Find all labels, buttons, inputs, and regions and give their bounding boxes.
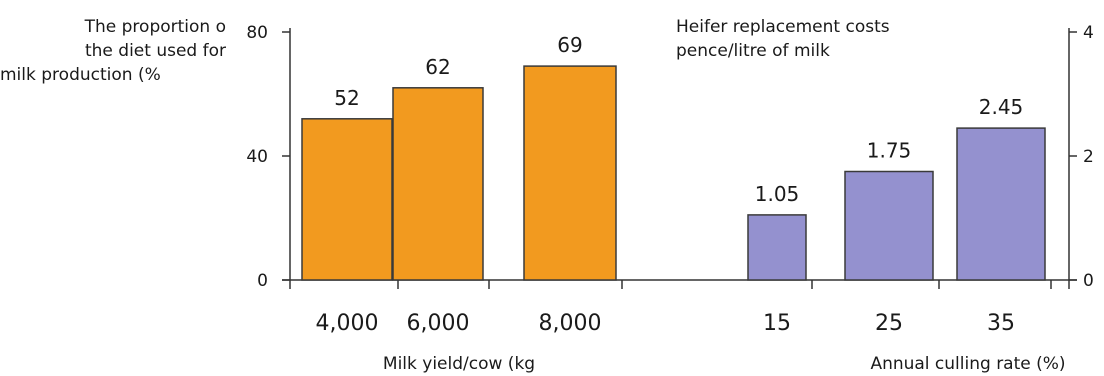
y-tick-label-2-1: 2: [1083, 147, 1094, 167]
x-axis-label-2: Annual culling rate (%): [870, 354, 1065, 374]
data-label-1-1: 52: [334, 86, 359, 110]
data-label-2-2: 1.75: [867, 139, 912, 163]
y-tick-label-1-0: 0: [257, 271, 268, 291]
y-tick-label-1-1: 40: [246, 147, 268, 167]
bar-2-2: [844, 170, 934, 281]
x-tick-label-1-1: 4,000: [316, 311, 379, 336]
data-label-1-2: 62: [425, 55, 450, 79]
y-tick-label-1-2: 80: [246, 23, 268, 43]
x-tick-label-2-2: 25: [875, 311, 903, 336]
x-tick-label-2-3: 35: [987, 311, 1015, 336]
x-tick-label-1-3: 8,000: [539, 311, 602, 336]
x-axis-label-1: Milk yield/cow (kg: [383, 354, 535, 374]
data-label-1-3: 69: [557, 33, 582, 57]
data-label-2-1: 1.05: [755, 182, 800, 206]
bar-1-2: [392, 87, 484, 281]
left-axis-label-line-3: milk production (%: [0, 65, 161, 85]
x-tick-label-2-1: 15: [763, 311, 791, 336]
y-tick-label-2-2: 4: [1083, 23, 1094, 43]
left-axis-label-line-2: the diet used for: [84, 41, 226, 61]
bar-1-3: [523, 65, 617, 281]
right-chart-title-line-2: pence/litre of milk: [676, 41, 830, 61]
bar-1-1: [301, 118, 393, 281]
x-tick-label-1-2: 6,000: [407, 311, 470, 336]
bar-2-3: [956, 127, 1046, 281]
data-label-2-3: 2.45: [979, 95, 1024, 119]
y-tick-label-2-0: 0: [1083, 271, 1094, 291]
left-axis-label-line-1: The proportion o: [84, 17, 226, 37]
right-chart-title-line-1: Heifer replacement costs: [676, 17, 890, 37]
bar-2-1: [747, 214, 807, 281]
